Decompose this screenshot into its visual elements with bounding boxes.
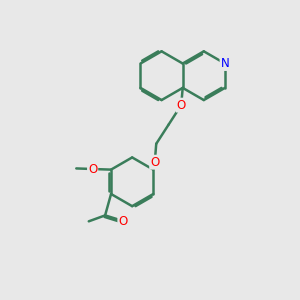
Text: O: O — [177, 99, 186, 112]
Text: O: O — [118, 215, 128, 228]
Text: O: O — [88, 163, 97, 176]
Text: N: N — [220, 57, 229, 70]
Text: O: O — [150, 156, 159, 169]
